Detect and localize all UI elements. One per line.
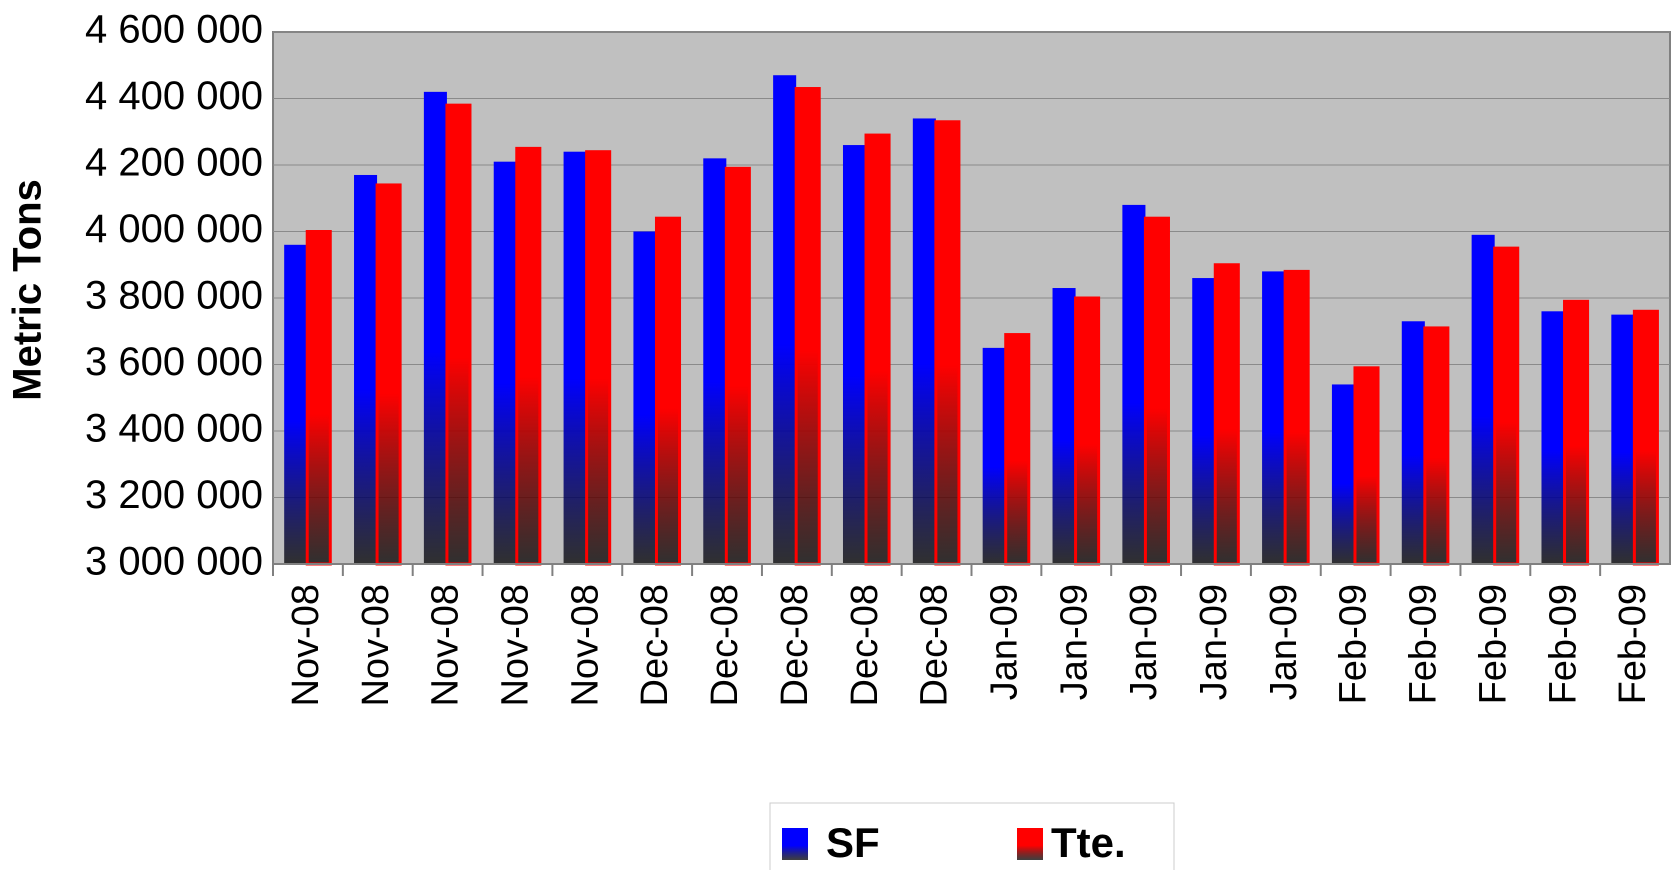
x-tick-label: Nov-08	[425, 584, 467, 707]
y-axis-title: Metric Tons	[6, 179, 50, 401]
x-tick-label: Nov-08	[564, 584, 606, 707]
bar	[864, 133, 891, 566]
bar	[354, 174, 378, 564]
y-tick-label: 4 000 000	[85, 207, 263, 251]
legend-label: SF	[826, 819, 880, 866]
bar	[773, 75, 797, 564]
x-tick-label: Dec-08	[704, 584, 746, 707]
legend-label: Tte.	[1051, 819, 1126, 866]
bar	[284, 244, 308, 565]
bar	[633, 231, 657, 564]
x-tick-label: Feb-09	[1542, 584, 1584, 704]
x-tick-label: Feb-09	[1333, 584, 1375, 704]
bar	[912, 118, 936, 564]
x-tick-label: Feb-09	[1612, 584, 1654, 704]
x-tick-label: Feb-09	[1403, 584, 1445, 704]
bar	[1052, 288, 1076, 564]
bar	[1283, 269, 1310, 566]
y-tick-label: 3 400 000	[85, 407, 263, 451]
bar	[563, 151, 587, 564]
bar	[1611, 314, 1635, 564]
bar	[423, 91, 447, 564]
bar	[1471, 234, 1495, 564]
bar	[493, 161, 517, 565]
x-tick-label: Nov-08	[285, 584, 327, 707]
bar	[934, 120, 961, 566]
bar	[1401, 321, 1425, 564]
x-tick-label: Jan-09	[1193, 584, 1235, 700]
bar	[1262, 271, 1286, 564]
bar	[1493, 246, 1520, 566]
bar	[724, 166, 751, 566]
bar	[1122, 204, 1146, 564]
bar	[375, 183, 402, 566]
bar	[842, 145, 867, 565]
bar	[1563, 299, 1590, 566]
bar	[703, 158, 727, 564]
bar	[1423, 326, 1450, 566]
bar	[1541, 311, 1565, 564]
y-tick-label: 4 600 000	[85, 8, 263, 52]
legend-box	[769, 802, 1175, 870]
x-tick-label: Jan-09	[1053, 584, 1095, 700]
bar	[1143, 216, 1170, 566]
bar	[585, 150, 612, 566]
y-tick-label: 3 800 000	[85, 274, 263, 318]
x-tick-label: Dec-08	[844, 584, 886, 707]
bar	[1213, 263, 1240, 566]
x-tick-label: Jan-09	[1123, 584, 1165, 700]
bar	[1331, 384, 1355, 564]
x-tick-label: Dec-08	[634, 584, 676, 707]
y-tick-label: 4 200 000	[85, 141, 263, 185]
bar	[982, 347, 1006, 564]
bar	[1353, 366, 1380, 566]
bar	[654, 216, 682, 566]
bar	[794, 87, 821, 566]
x-tick-label: Dec-08	[774, 584, 816, 707]
legend-swatch	[1017, 828, 1043, 860]
x-tick-label: Jan-09	[983, 584, 1025, 700]
bar	[1004, 333, 1031, 566]
y-tick-label: 4 400 000	[85, 74, 263, 118]
x-tick-label: Dec-08	[914, 584, 956, 707]
x-tick-label: Jan-09	[1263, 584, 1305, 700]
bar	[1074, 296, 1101, 566]
bar	[1632, 309, 1659, 566]
bar	[1192, 278, 1216, 564]
y-tick-label: 3 200 000	[85, 473, 263, 517]
y-tick-label: 3 000 000	[85, 540, 263, 584]
bar	[445, 103, 472, 566]
x-tick-label: Nov-08	[355, 584, 397, 707]
x-tick-label: Feb-09	[1472, 584, 1514, 704]
legend-swatch	[782, 828, 808, 860]
bar	[515, 146, 542, 566]
bar	[305, 230, 332, 566]
x-tick-label: Nov-08	[495, 584, 537, 707]
y-tick-label: 3 600 000	[85, 340, 263, 384]
